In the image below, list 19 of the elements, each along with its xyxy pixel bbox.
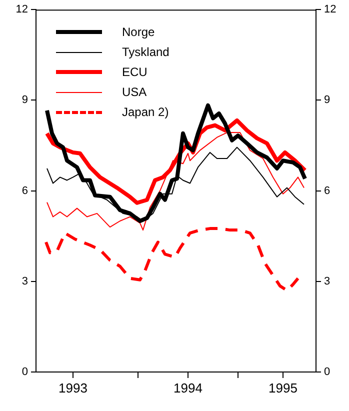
legend-label: Norge	[122, 25, 155, 39]
x-tick-label: 1994	[174, 380, 202, 396]
line-series	[44, 227, 300, 292]
y2-tick-label: 0	[324, 366, 330, 378]
y-tick-label: 9	[22, 94, 28, 106]
y2-tick-label: 12	[324, 4, 336, 16]
legend-label: Japan 2)	[122, 105, 169, 119]
legend-label: USA	[122, 85, 147, 99]
y-tick-label: 0	[22, 366, 28, 378]
y2-tick-label: 3	[324, 275, 330, 288]
y2-tick-label: 6	[324, 184, 330, 197]
x-tick-label: 1993	[58, 380, 88, 396]
y-tick-label: 6	[22, 184, 28, 197]
legend-label: Tyskland	[122, 45, 170, 59]
legend-label: ECU	[122, 65, 148, 79]
x-tick-label: 1995	[268, 380, 298, 396]
y-tick-label: 12	[16, 4, 28, 16]
y2-tick-label: 9	[324, 94, 330, 106]
y-tick-label: 3	[22, 275, 28, 288]
